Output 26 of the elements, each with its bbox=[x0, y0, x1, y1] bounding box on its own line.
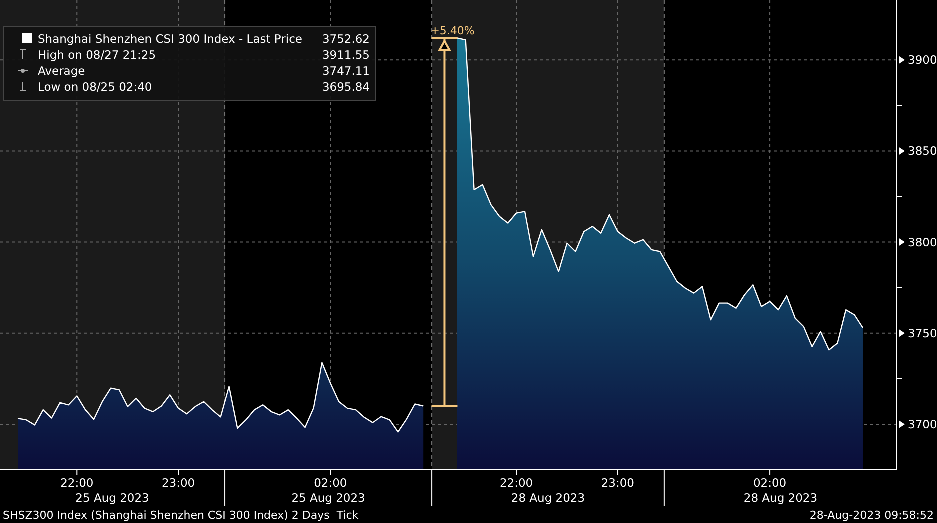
y-tick-label: 3800 bbox=[908, 235, 937, 250]
annotation: 3695.84 bbox=[322, 80, 370, 94]
y-tick-label: 3700 bbox=[908, 417, 937, 432]
annotation: Low on 08/25 02:40 bbox=[38, 80, 152, 94]
x-tick-label: 02:00 bbox=[314, 476, 348, 490]
annotation: 3747.11 bbox=[322, 64, 370, 78]
text: 28 Aug 2023 bbox=[744, 491, 818, 505]
y-tick-label: 3900 bbox=[908, 53, 937, 68]
x-tick-label: 02:00 bbox=[753, 476, 787, 490]
annotation: +5.40% bbox=[430, 24, 475, 38]
legend-label: Shanghai Shenzhen CSI 300 Index - Last Price bbox=[38, 32, 302, 46]
x-tick-label: 22:00 bbox=[500, 476, 534, 490]
annotation: Average bbox=[38, 64, 86, 78]
text: 25 Aug 2023 bbox=[292, 491, 366, 505]
text: 28-Aug-2023 09:58:52 bbox=[810, 509, 934, 522]
annotation: 3752.62 bbox=[322, 32, 370, 46]
annotation: High on 08/27 21:25 bbox=[38, 48, 156, 62]
text: 25 Aug 2023 bbox=[76, 491, 150, 505]
text: SHSZ300 Index (Shanghai Shenzhen CSI 300 Index) 2 Days Tick bbox=[3, 509, 360, 522]
y-tick-label: 3850 bbox=[908, 144, 937, 158]
annotation: 3911.55 bbox=[322, 48, 370, 62]
y-tick-label: 3750 bbox=[908, 326, 937, 340]
x-tick-label: 22:00 bbox=[60, 476, 94, 490]
text: 28 Aug 2023 bbox=[511, 491, 586, 505]
x-tick-label: 23:00 bbox=[162, 476, 196, 490]
x-tick-label: 23:00 bbox=[601, 476, 635, 490]
